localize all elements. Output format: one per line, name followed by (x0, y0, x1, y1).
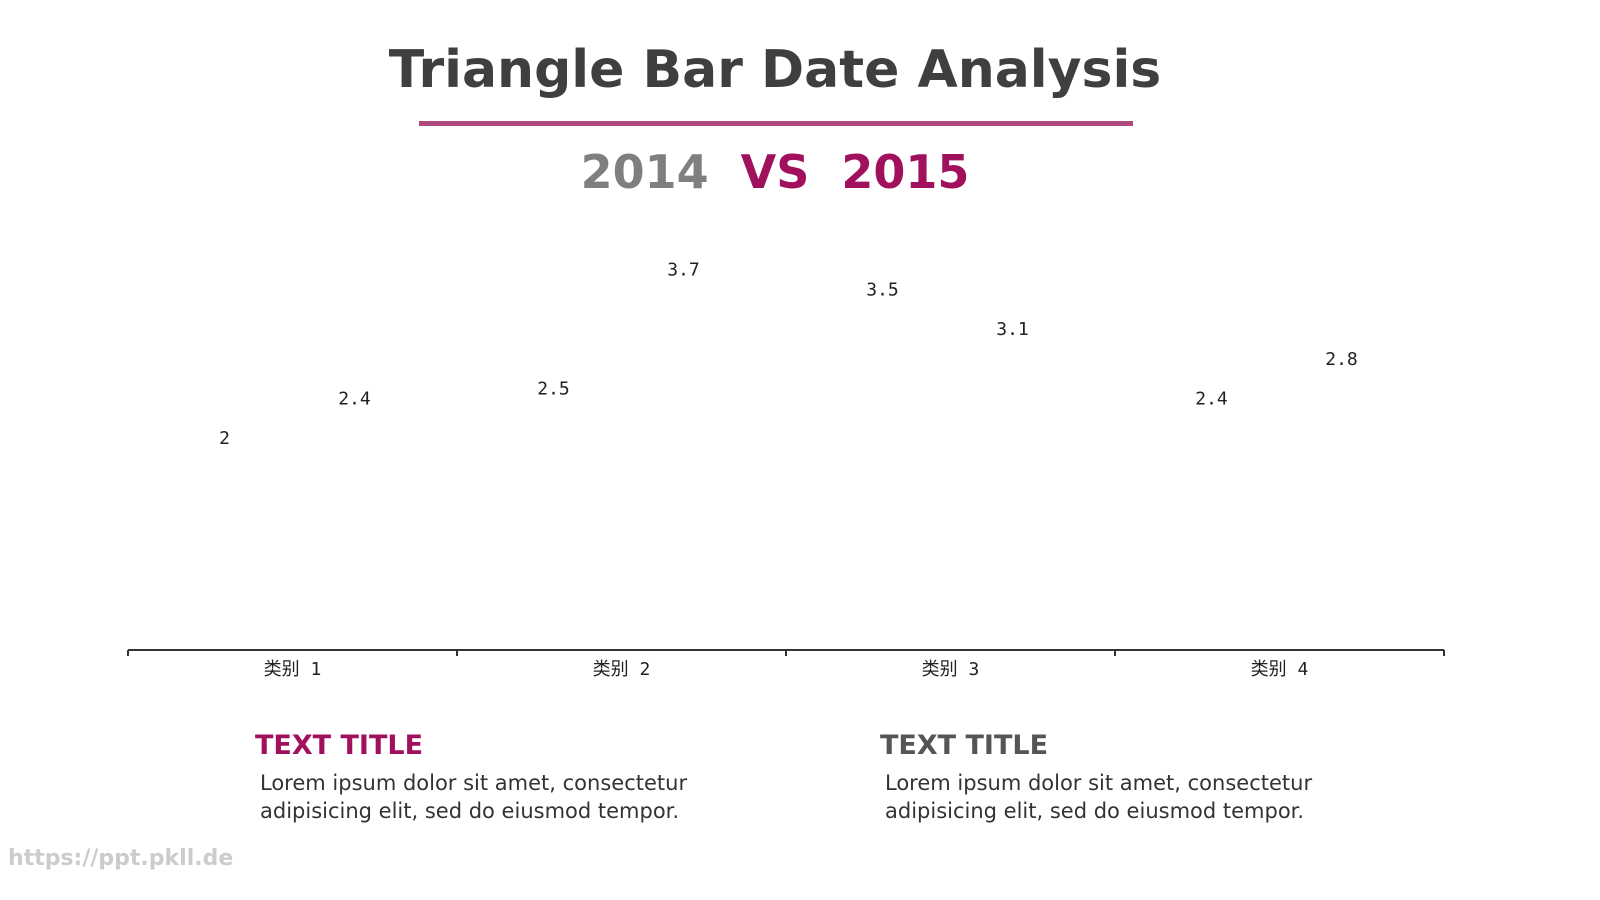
data-label: 3.1 (996, 319, 1029, 340)
subtitle-vs: VS (740, 145, 810, 199)
triangle-bar (823, 304, 943, 651)
triangle-bar (295, 412, 415, 650)
triangle-bar (494, 403, 614, 651)
block-text: Lorem ipsum dolor sit amet, consectetur … (885, 771, 1313, 823)
triangle-bar (1282, 373, 1402, 650)
data-label: 2.5 (537, 379, 570, 400)
text-block: TEXT TITLE Lorem ipsum dolor sit amet, co… (880, 730, 1400, 825)
triangle-bar (624, 284, 744, 650)
subtitle: 2014 VS 2015 (0, 145, 1550, 199)
data-label: 3.7 (667, 260, 700, 281)
x-tick-label: 类别 4 (1251, 659, 1309, 680)
data-label: 2.4 (1195, 388, 1228, 409)
slide-title: Triangle Bar Date Analysis (388, 40, 1162, 100)
subtitle-left: 2014 (580, 145, 709, 199)
triangle-bar (953, 343, 1073, 650)
block-title: TEXT TITLE (255, 730, 424, 761)
triangle-bar (1152, 412, 1272, 650)
block-text: Lorem ipsum dolor sit amet, consectetur … (260, 771, 688, 823)
triangle-bar (165, 452, 285, 650)
subtitle-right: 2015 (841, 145, 970, 199)
data-label: 3.5 (866, 280, 899, 301)
data-label: 2.8 (1325, 349, 1358, 370)
data-label: 2 (219, 428, 230, 449)
watermark: https://ppt.pkll.de (8, 846, 234, 871)
x-tick-label: 类别 3 (922, 659, 980, 680)
data-label: 2.4 (338, 388, 371, 409)
x-tick-label: 类别 2 (593, 659, 651, 680)
block-title: TEXT TITLE (880, 730, 1049, 761)
x-tick-label: 类别 1 (264, 659, 322, 680)
text-block: TEXT TITLE Lorem ipsum dolor sit amet, co… (255, 730, 775, 825)
title-rule (419, 121, 1133, 126)
